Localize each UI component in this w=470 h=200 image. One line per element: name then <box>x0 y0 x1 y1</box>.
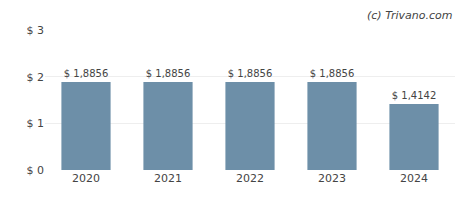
svg-text:$ 3: $ 3 <box>27 24 45 37</box>
svg-text:2020: 2020 <box>72 172 100 185</box>
svg-text:(c) Trivano.com: (c) Trivano.com <box>367 9 453 22</box>
svg-text:2021: 2021 <box>154 172 182 185</box>
svg-text:$ 2: $ 2 <box>27 71 45 84</box>
svg-text:$ 1,4142: $ 1,4142 <box>392 90 437 101</box>
svg-text:$ 1,8856: $ 1,8856 <box>228 68 273 79</box>
svg-text:$ 1,8856: $ 1,8856 <box>146 68 191 79</box>
svg-text:2024: 2024 <box>400 172 428 185</box>
svg-text:2023: 2023 <box>318 172 346 185</box>
svg-text:$ 1,8856: $ 1,8856 <box>64 68 109 79</box>
svg-text:2022: 2022 <box>236 172 264 185</box>
svg-text:$ 1: $ 1 <box>27 117 45 130</box>
svg-text:$ 1,8856: $ 1,8856 <box>310 68 355 79</box>
svg-text:$ 0: $ 0 <box>27 164 45 177</box>
